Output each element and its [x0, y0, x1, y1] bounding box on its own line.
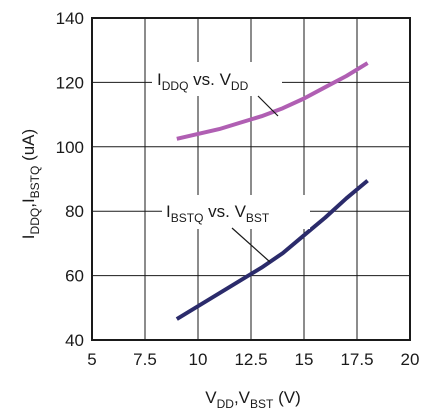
axis-title-sub: BSTQ	[28, 166, 42, 199]
series-label-main: I	[157, 70, 162, 89]
axis-title-main: V	[205, 388, 217, 407]
y-tick-label: 80	[65, 202, 84, 221]
x-tick-label: 10	[189, 350, 208, 369]
series-layer	[175, 61, 369, 321]
x-tick-label: 5	[87, 350, 96, 369]
x-tick-label: 17.5	[340, 350, 373, 369]
series-label-main: I	[166, 202, 171, 221]
ticks: 5 7.5 10 12.5 15 17.5 20 40 60 80 100 120 140	[56, 9, 420, 369]
axis-title-main: I	[19, 234, 38, 239]
plot-frame	[91, 17, 411, 341]
series-label-ibstq: IBSTQ vs. VBST	[166, 202, 270, 225]
axis-title-sep: ,V	[234, 388, 251, 407]
series-label-bg	[152, 62, 282, 96]
axis-title-unit: (V)	[273, 388, 300, 407]
series-label-iddq: IDDQ vs. VDD	[157, 70, 249, 93]
axis-title-sep: ,I	[19, 198, 38, 207]
axis-title-sub: DDQ	[28, 208, 42, 235]
series-label-mid: vs. V	[203, 202, 246, 221]
x-tick-label: 20	[401, 350, 420, 369]
series-label-sub: DDQ	[162, 79, 189, 93]
y-tick-label: 140	[56, 9, 84, 28]
y-tick-label: 120	[56, 73, 84, 92]
series-label-sub: BSTQ	[171, 211, 204, 225]
axis-title-sub: BST	[250, 397, 274, 411]
series-label-leader	[231, 227, 271, 263]
x-tick-label: 15	[295, 350, 314, 369]
series-label-sub2: BST	[246, 211, 270, 225]
x-tick-label: 7.5	[133, 350, 157, 369]
series-line-ibstq	[175, 179, 369, 321]
axis-title-unit: (uA)	[19, 129, 38, 166]
y-tick-label: 40	[65, 331, 84, 350]
series-line-iddq	[176, 61, 369, 141]
x-axis-title: VDD,VBST (V)	[205, 388, 300, 411]
x-tick-label: 12.5	[234, 350, 267, 369]
series-label-bg	[162, 195, 310, 229]
series-label-leader	[257, 95, 279, 117]
y-axis-title: IDDQ,IBSTQ (uA)	[19, 129, 42, 239]
series-label-mid: vs. V	[188, 70, 231, 89]
axis-title-sub: DD	[217, 397, 235, 411]
y-tick-label: 100	[56, 138, 84, 157]
y-tick-label: 60	[65, 267, 84, 286]
series-label-sub2: DD	[231, 79, 249, 93]
